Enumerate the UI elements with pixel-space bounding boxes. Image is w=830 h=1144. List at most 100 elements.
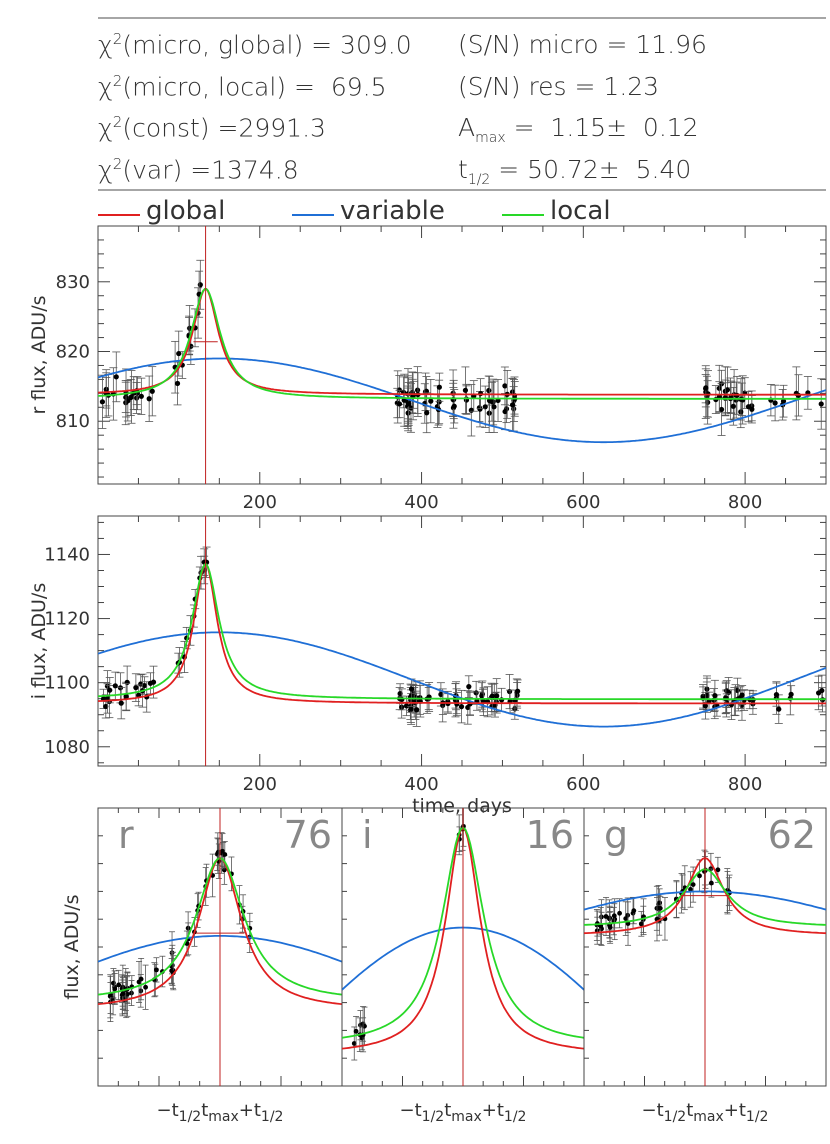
data-point	[638, 921, 644, 927]
data-point	[715, 867, 721, 873]
data-point	[734, 687, 740, 693]
plot-frame	[97, 225, 827, 485]
data-point	[128, 394, 134, 401]
data-point	[473, 690, 479, 696]
zoom-panel-g: g 62 −t1/2tmax+t1/2	[583, 807, 827, 1125]
data-point	[515, 688, 521, 694]
data-point	[103, 703, 109, 710]
data-point	[351, 1041, 357, 1046]
data-point	[107, 687, 113, 693]
data-point	[149, 388, 155, 394]
data-point	[466, 684, 472, 690]
x-tick-label: 200	[243, 492, 277, 513]
x-tick-label: 400	[404, 492, 438, 513]
data-point	[174, 380, 181, 387]
legend-variable-swatch	[292, 214, 334, 216]
data-point	[112, 683, 118, 689]
data-point	[688, 887, 693, 892]
data-point	[607, 924, 613, 930]
data-point	[428, 398, 434, 404]
data-point	[494, 693, 500, 699]
data-point	[657, 905, 663, 911]
data-point	[739, 692, 745, 698]
local-curve	[98, 288, 826, 400]
y-axis-label: r flux, ADU/s	[28, 295, 50, 414]
zoom-count-label: 76	[284, 813, 332, 857]
data-point	[222, 852, 228, 857]
data-point	[718, 406, 725, 413]
zoom-panel-r: r 76 −t1/2tmax+t1/2	[97, 807, 343, 1125]
data-point	[414, 707, 420, 713]
legend-local-swatch	[502, 214, 544, 216]
stat-chi2-local: χ2(micro, local) = 69.5	[98, 72, 387, 102]
global-curve	[98, 563, 826, 705]
data-point	[438, 691, 444, 697]
data-point	[138, 393, 144, 399]
data-point	[436, 399, 442, 405]
data-point	[124, 991, 130, 997]
data-point	[396, 401, 403, 407]
data-point	[353, 1028, 359, 1034]
data-point	[197, 282, 203, 288]
y-tick-label: 820	[56, 342, 90, 363]
data-point	[397, 690, 403, 697]
zoom-content	[584, 849, 826, 946]
data-point	[403, 703, 410, 709]
global-curve	[98, 288, 826, 396]
stat-chi2-const: χ2(const) =2991.3	[98, 113, 326, 143]
data-point	[749, 406, 755, 412]
data-point	[133, 685, 139, 691]
data-point	[176, 350, 182, 357]
data-point	[154, 967, 159, 973]
legend-global-label: global	[146, 196, 226, 226]
x-tick-label: 400	[404, 774, 438, 795]
stat-chi2-global: χ2(micro, global) = 309.0	[98, 30, 412, 60]
data-point	[702, 703, 708, 709]
stat-thalf: t1/2 = 50.72± 5.40	[458, 155, 692, 188]
data-point	[147, 680, 153, 686]
data-point	[773, 692, 780, 698]
data-point	[776, 706, 782, 712]
data-point	[502, 408, 508, 415]
zoom-count-label: 62	[768, 813, 816, 857]
data-point	[124, 679, 130, 685]
data-point	[451, 403, 457, 409]
data-point	[712, 692, 718, 699]
zoom-x-axis-label: −t1/2tmax+t1/2	[642, 1100, 769, 1125]
data-point	[818, 401, 824, 407]
y-tick-label: 1140	[44, 544, 90, 565]
data-point	[491, 404, 497, 410]
data-point	[489, 693, 495, 699]
zoom-panel-i: i 16 −t1/2tmax+t1/2	[341, 807, 585, 1125]
data-point	[458, 704, 465, 710]
zoom-band-label: g	[604, 813, 628, 857]
zoom-y-axis-label: flux, ADU/s	[61, 894, 83, 999]
y-tick-label: 830	[56, 272, 90, 293]
data-point	[406, 401, 412, 407]
stat-sn-res: (S/N) res = 1.23	[458, 72, 660, 101]
x-tick-label: 600	[566, 774, 600, 795]
data-point	[730, 403, 736, 409]
x-tick-label: 800	[728, 774, 762, 795]
data-point	[468, 407, 474, 413]
r-band-panel: 200 400 600 800 810 820 830 r flux, ADU/s	[28, 225, 827, 513]
data-point	[617, 910, 622, 916]
y-tick-label: 1100	[44, 673, 90, 694]
data-point	[514, 692, 520, 698]
data-point	[477, 406, 483, 412]
data-point	[603, 914, 609, 919]
data-point	[486, 387, 492, 394]
data-point	[502, 383, 508, 389]
data-point	[143, 984, 148, 990]
data-point	[117, 685, 124, 691]
x-tick-label: 200	[243, 774, 277, 795]
stat-sn-micro: (S/N) micro = 11.96	[458, 30, 707, 59]
data-point	[112, 986, 118, 992]
data-point	[116, 982, 122, 988]
data-point	[99, 399, 106, 405]
data-point	[631, 908, 637, 914]
x-axis-label: time, days	[412, 795, 512, 817]
zoom-band-label: r	[118, 813, 134, 857]
i-band-panel: 200 400 600 800 1080 1100 1120 1140 i flux, ADU/…	[28, 515, 827, 817]
